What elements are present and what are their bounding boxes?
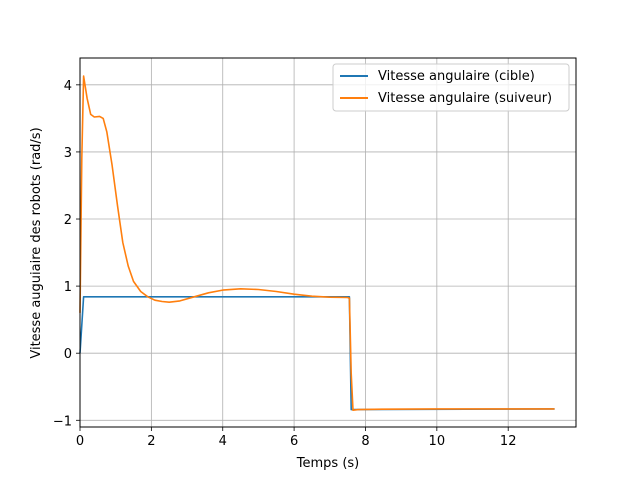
y-tick-label: 0 xyxy=(64,347,72,362)
legend-label-cible: Vitesse angulaire (cible) xyxy=(378,69,535,84)
series-layer xyxy=(79,75,555,411)
series-line-1 xyxy=(79,75,555,411)
legend-label-suiveur: Vitesse angulaire (suiveur) xyxy=(378,91,552,106)
legend: Vitesse angulaire (cible) Vitesse angula… xyxy=(332,63,570,112)
x-axis-label: Temps (s) xyxy=(296,456,359,471)
plot-frame xyxy=(79,57,577,428)
y-tick-label: 3 xyxy=(64,146,72,161)
y-axis-label: Vitesse auguiaire des robots (rad/s) xyxy=(29,127,44,358)
y-tick-label: 2 xyxy=(64,213,72,228)
legend-box xyxy=(332,63,570,112)
y-tick-label: −1 xyxy=(53,414,72,429)
grid xyxy=(79,58,576,427)
x-tick-label: 2 xyxy=(147,434,155,449)
x-tick-label: 0 xyxy=(76,434,84,449)
y-tick-label: 1 xyxy=(64,280,72,295)
x-tick-label: 4 xyxy=(219,434,227,449)
x-tick-label: 12 xyxy=(500,434,517,449)
x-tick-label: 8 xyxy=(361,434,369,449)
x-tick-label: 10 xyxy=(429,434,446,449)
x-tick-label: 6 xyxy=(290,434,298,449)
y-tick-label: 4 xyxy=(64,79,72,94)
